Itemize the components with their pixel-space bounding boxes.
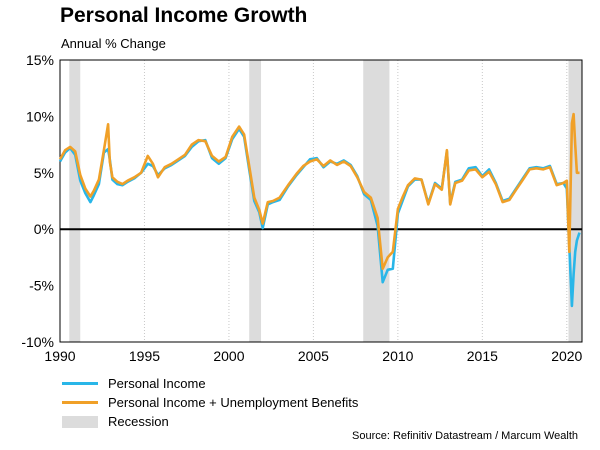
y-tick-label: -10% [21,334,54,350]
axes [59,59,583,343]
recession-band-2 [363,60,390,342]
chart-title: Personal Income Growth [60,4,308,27]
x-tick-label: 2020 [551,348,582,364]
legend-swatch-recession [62,415,98,428]
series-line-personal-income-plus-benefits [58,112,580,271]
plot-frame [59,59,583,343]
legend-swatch-personal-income-plus-benefits [62,401,98,404]
series-line-personal-income [58,127,581,308]
legend-label: Personal Income [108,376,206,391]
x-tick-label: 2005 [298,348,329,364]
y-tick-label: -5% [29,278,54,294]
x-tick-label: 2015 [467,348,498,364]
chart-subtitle: Annual % Change [61,36,166,51]
legend-swatch-personal-income [62,382,98,385]
source-note: Source: Refinitiv Datastream / Marcum We… [352,430,578,442]
legend-entry-personal-income-plus-benefits: Personal Income + Unemployment Benefits [62,393,358,412]
recession-band-0 [69,60,81,342]
chart-legend: Personal Income Personal Income + Unempl… [62,374,358,431]
y-tick-label: 15% [26,52,54,68]
x-tick-label: 1990 [44,348,75,364]
x-tick-label: 2000 [213,348,244,364]
legend-label: Personal Income + Unemployment Benefits [108,395,359,410]
legend-entry-personal-income: Personal Income [62,374,358,393]
y-tick-label: 5% [34,165,54,181]
y-tick-label: 10% [26,108,54,124]
x-tick-label: 2010 [382,348,413,364]
series-lines [58,112,581,308]
legend-entry-recession: Recession [62,412,358,431]
tick-labels: 15% 10% 5% 0% -5% -10%1990 1995 2000 2005 2010 201… [21,52,582,364]
x-tick-label: 1995 [129,348,160,364]
legend-label: Recession [108,414,169,429]
y-tick-label: 0% [34,221,54,237]
